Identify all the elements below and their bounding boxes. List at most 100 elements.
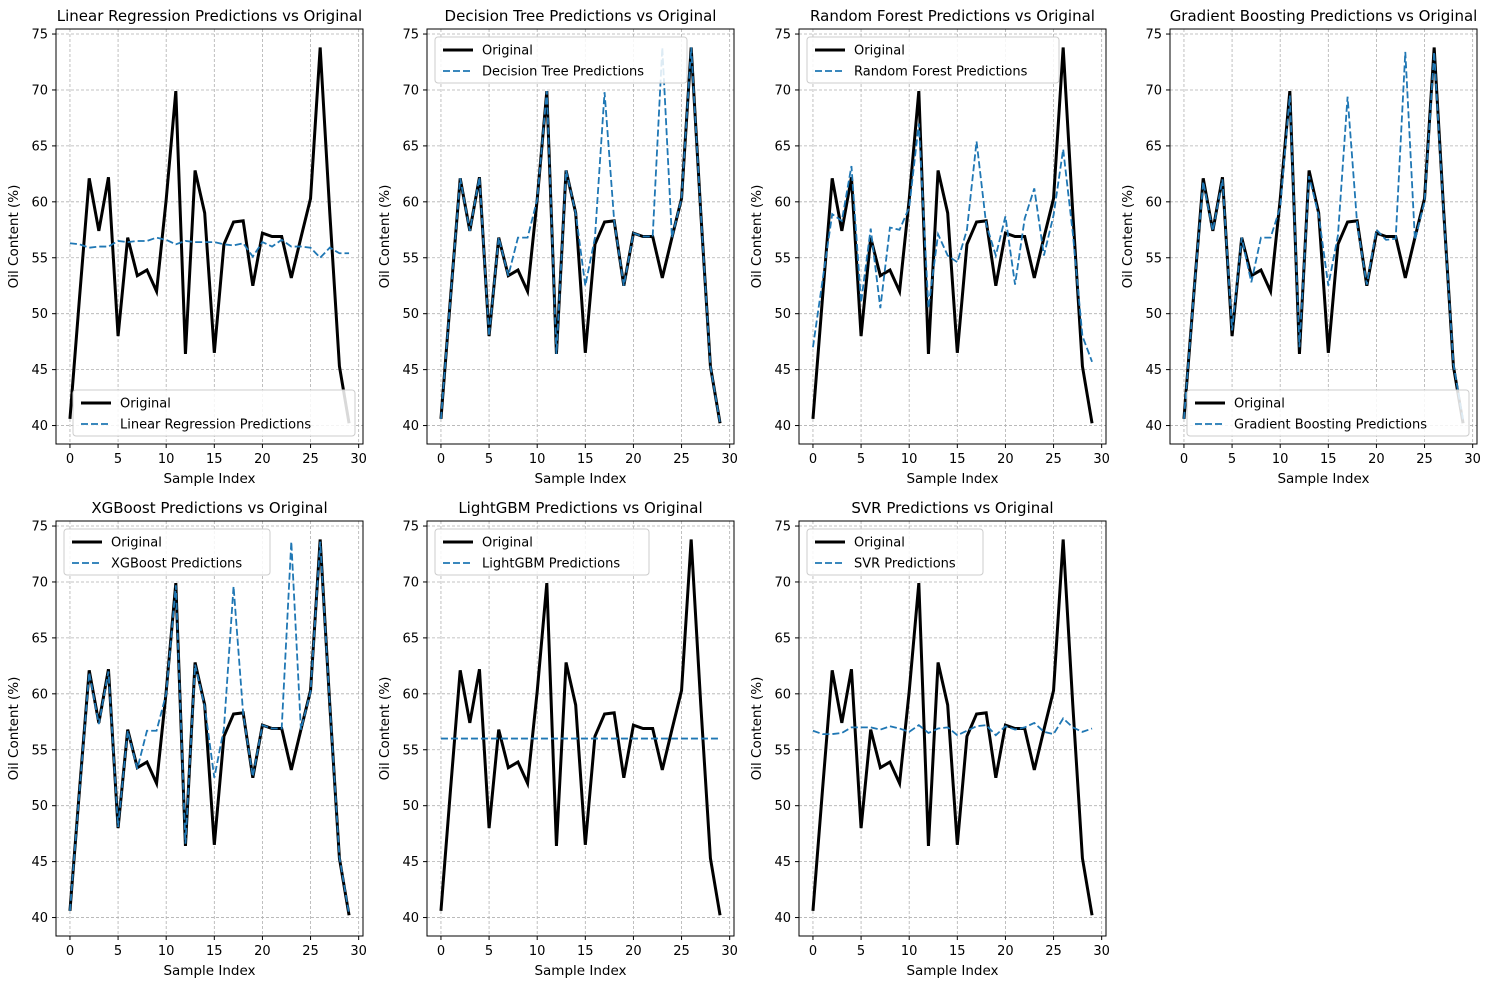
y-tick-label: 55 bbox=[774, 251, 791, 266]
x-tick-label: 5 bbox=[485, 944, 493, 959]
x-tick-label: 25 bbox=[302, 452, 319, 467]
y-tick-label: 40 bbox=[31, 911, 48, 926]
axes-frame bbox=[798, 28, 1107, 445]
y-tick-label: 45 bbox=[1145, 363, 1162, 378]
x-axis-label: Sample Index bbox=[163, 471, 255, 487]
x-tick-label: 25 bbox=[1045, 452, 1062, 467]
y-tick-label: 50 bbox=[1145, 307, 1162, 322]
y-tick-label: 75 bbox=[402, 520, 419, 535]
y-tick-label: 50 bbox=[402, 799, 419, 814]
x-tick-label: 20 bbox=[1368, 452, 1385, 467]
x-tick-label: 20 bbox=[997, 944, 1014, 959]
y-tick-label: 55 bbox=[402, 743, 419, 758]
y-tick-label: 60 bbox=[402, 195, 419, 210]
legend-label: Original bbox=[482, 536, 533, 551]
legend: Original Decision Tree Predictions bbox=[434, 36, 688, 84]
y-tick-label: 70 bbox=[774, 575, 791, 590]
y-tick-label: 60 bbox=[774, 687, 791, 702]
legend-label: Original bbox=[1234, 397, 1285, 412]
legend: Original Linear Regression Predictions bbox=[72, 389, 356, 437]
chart-panel: 0 5 10 15 20 25 30 40 45 50 55 60 65 70 75 Decision Tre… bbox=[377, 7, 738, 487]
legend-label: Gradient Boosting Predictions bbox=[1234, 418, 1427, 433]
x-tick-label: 30 bbox=[721, 944, 738, 959]
x-tick-label: 10 bbox=[1272, 452, 1289, 467]
original-series-line bbox=[439, 539, 722, 916]
x-tick-label: 0 bbox=[809, 944, 817, 959]
x-tick-label: 5 bbox=[857, 944, 865, 959]
y-tick-label: 75 bbox=[31, 520, 48, 535]
x-tick-label: 10 bbox=[901, 452, 918, 467]
y-tick-label: 45 bbox=[774, 363, 791, 378]
legend-box bbox=[806, 528, 984, 576]
y-tick-label: 70 bbox=[1145, 83, 1162, 98]
x-tick-label: 5 bbox=[114, 452, 122, 467]
x-tick-label: 10 bbox=[529, 944, 546, 959]
x-tick-label: 20 bbox=[997, 452, 1014, 467]
x-tick-label: 5 bbox=[114, 944, 122, 959]
chart-title: Linear Regression Predictions vs Origina… bbox=[57, 7, 362, 25]
y-tick-label: 60 bbox=[774, 195, 791, 210]
y-tick-label: 55 bbox=[402, 251, 419, 266]
legend-label: Original bbox=[120, 397, 171, 412]
y-tick-label: 60 bbox=[31, 195, 48, 210]
y-tick-label: 70 bbox=[774, 83, 791, 98]
x-tick-label: 10 bbox=[901, 944, 918, 959]
y-tick-label: 65 bbox=[402, 631, 419, 646]
original-series-line bbox=[811, 47, 1094, 424]
x-tick-label: 0 bbox=[809, 452, 817, 467]
chart-title: XGBoost Predictions vs Original bbox=[91, 499, 327, 517]
chart-panel: 0 5 10 15 20 25 30 40 45 50 55 60 65 70 75 XGBoost Pred… bbox=[6, 499, 367, 979]
legend-label: Original bbox=[854, 44, 905, 59]
original-series-line bbox=[811, 539, 1094, 916]
y-tick-label: 45 bbox=[402, 855, 419, 870]
x-tick-label: 20 bbox=[625, 452, 642, 467]
x-tick-label: 5 bbox=[1228, 452, 1236, 467]
legend-label: Original bbox=[482, 44, 533, 59]
x-tick-label: 20 bbox=[254, 452, 271, 467]
x-tick-label: 0 bbox=[66, 452, 74, 467]
y-axis-label: Oil Content (%) bbox=[1120, 185, 1136, 289]
x-axis-label: Sample Index bbox=[906, 963, 998, 979]
x-tick-label: 5 bbox=[485, 452, 493, 467]
x-tick-label: 0 bbox=[66, 944, 74, 959]
prediction-series-line bbox=[440, 47, 721, 424]
legend-label: SVR Predictions bbox=[854, 557, 956, 572]
x-tick-label: 30 bbox=[1093, 944, 1110, 959]
legend-box bbox=[72, 389, 356, 437]
y-tick-label: 55 bbox=[1145, 251, 1162, 266]
y-tick-label: 75 bbox=[31, 28, 48, 43]
chart-panel: 0 5 10 15 20 25 30 40 45 50 55 60 65 70 75 Linear Regre… bbox=[6, 7, 367, 487]
legend: Original SVR Predictions bbox=[806, 528, 984, 576]
x-tick-label: 10 bbox=[529, 452, 546, 467]
y-tick-label: 50 bbox=[31, 799, 48, 814]
x-tick-label: 15 bbox=[577, 452, 594, 467]
y-axis-label: Oil Content (%) bbox=[6, 185, 22, 289]
x-tick-label: 30 bbox=[721, 452, 738, 467]
axes-frame bbox=[798, 520, 1107, 937]
legend-box bbox=[63, 528, 271, 576]
y-tick-label: 55 bbox=[774, 743, 791, 758]
x-tick-label: 15 bbox=[206, 452, 223, 467]
chart-title: LightGBM Predictions vs Original bbox=[458, 499, 702, 517]
prediction-series-line bbox=[69, 236, 350, 260]
chart-panel: 0 5 10 15 20 25 30 40 45 50 55 60 65 70 75 Gradient Boo… bbox=[1120, 7, 1481, 487]
x-tick-label: 25 bbox=[673, 452, 690, 467]
y-tick-label: 40 bbox=[402, 419, 419, 434]
x-tick-label: 15 bbox=[206, 944, 223, 959]
legend-label: Decision Tree Predictions bbox=[482, 65, 644, 80]
y-tick-label: 70 bbox=[31, 575, 48, 590]
x-tick-label: 25 bbox=[302, 944, 319, 959]
x-tick-label: 25 bbox=[1416, 452, 1433, 467]
x-axis-label: Sample Index bbox=[534, 471, 626, 487]
original-series-line bbox=[68, 47, 351, 424]
y-tick-label: 60 bbox=[31, 687, 48, 702]
y-tick-label: 50 bbox=[402, 307, 419, 322]
x-tick-label: 0 bbox=[1180, 452, 1188, 467]
legend-label: Original bbox=[854, 536, 905, 551]
legend: Original Gradient Boosting Predictions bbox=[1186, 389, 1470, 437]
y-tick-label: 50 bbox=[774, 307, 791, 322]
y-tick-label: 75 bbox=[402, 28, 419, 43]
x-axis-label: Sample Index bbox=[534, 963, 626, 979]
legend: Original Random Forest Predictions bbox=[806, 36, 1060, 84]
x-tick-label: 15 bbox=[949, 944, 966, 959]
